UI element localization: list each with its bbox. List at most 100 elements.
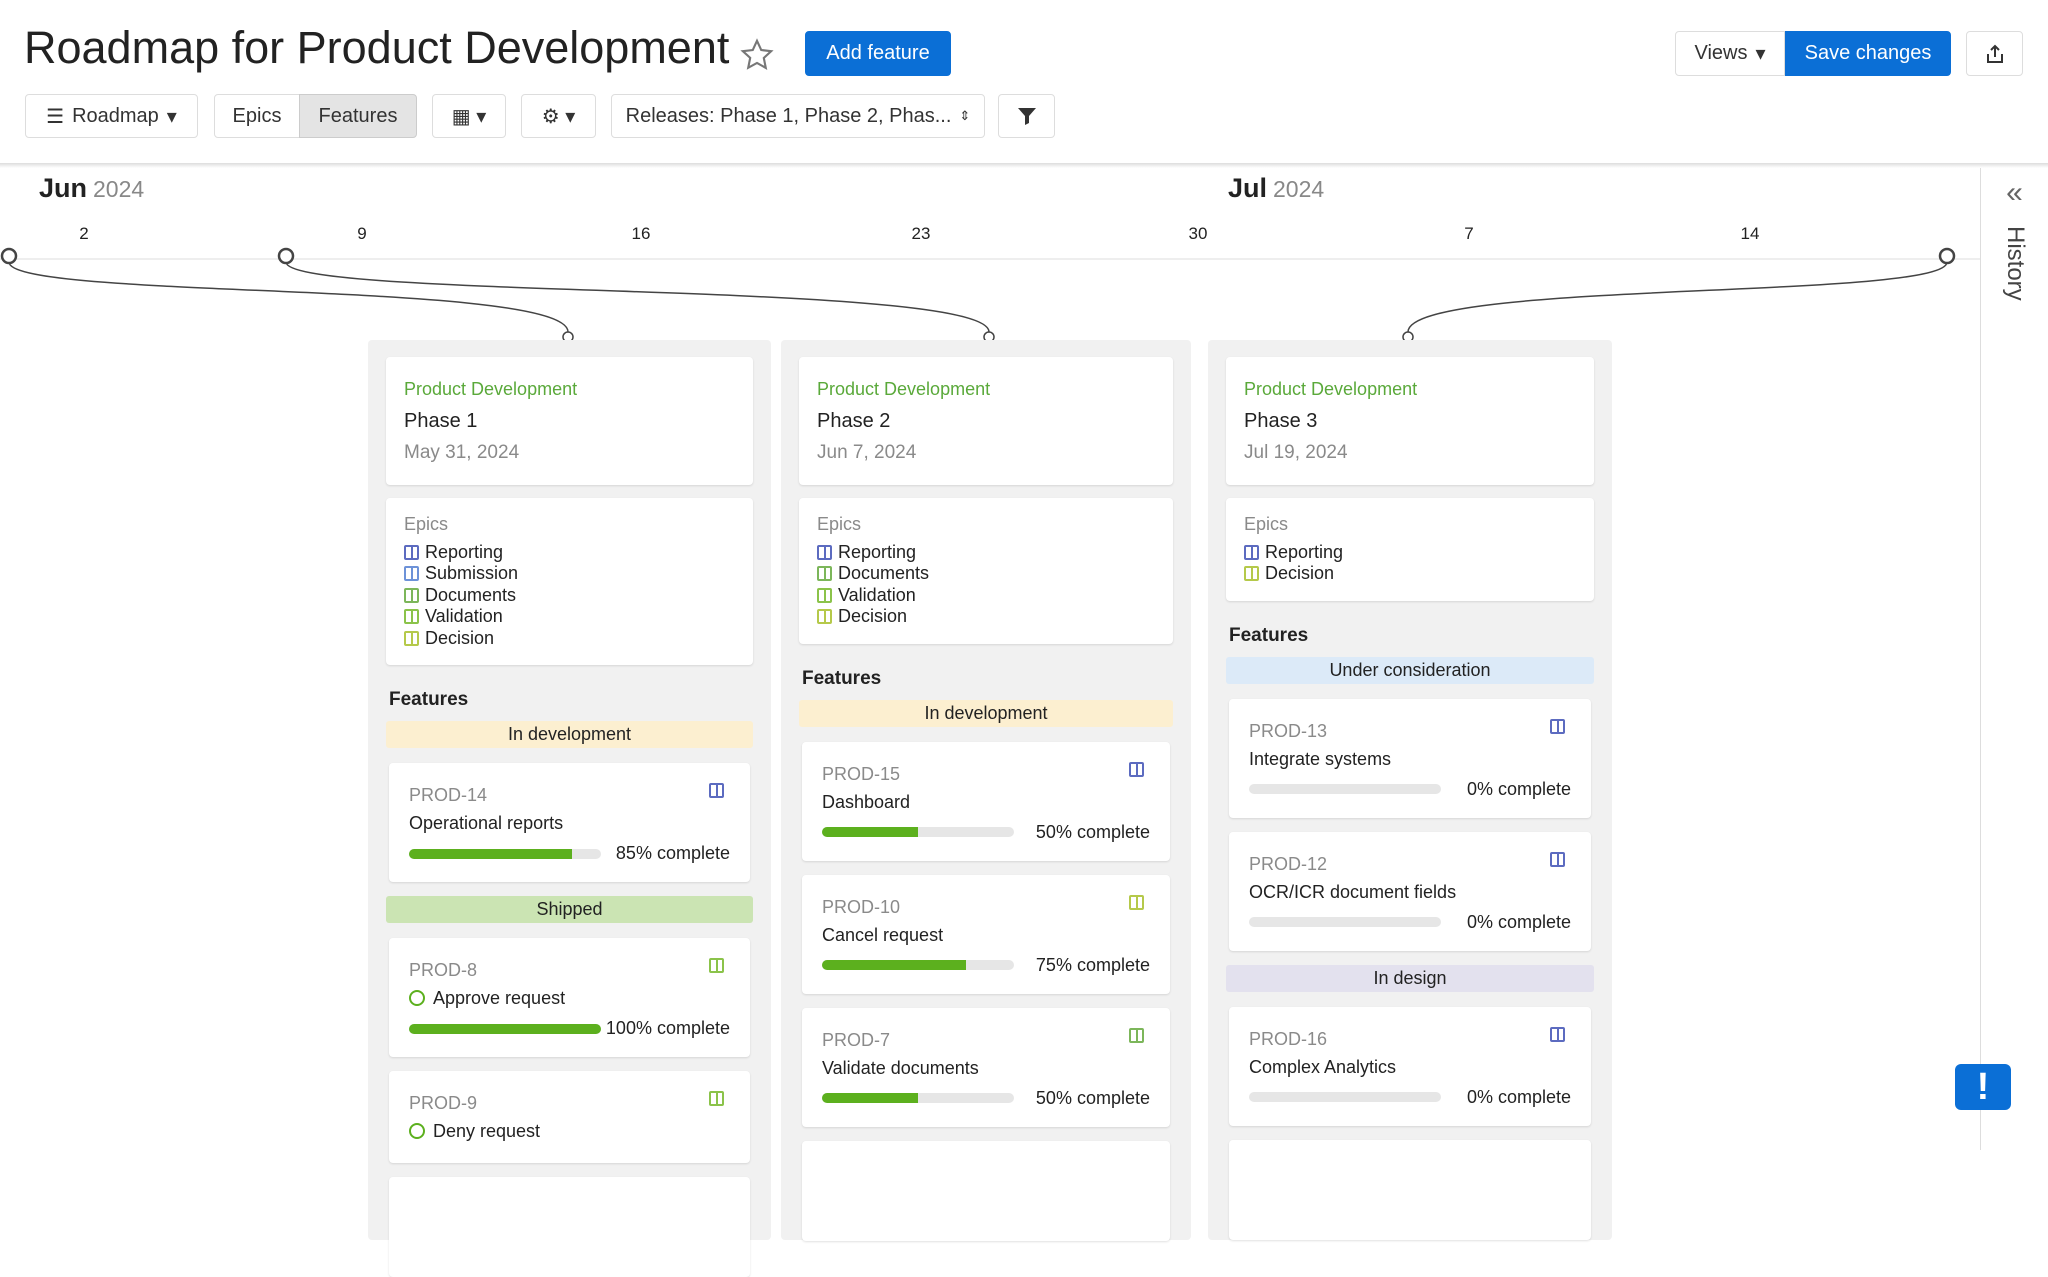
epic-icon bbox=[404, 544, 419, 560]
settings-dropdown[interactable]: ⚙ ▾ bbox=[521, 94, 596, 138]
progress-label: 0% complete bbox=[1466, 911, 1571, 932]
day-label: 16 bbox=[631, 224, 651, 243]
epic-icon bbox=[404, 566, 419, 581]
day-label: 30 bbox=[1188, 224, 1208, 243]
day-label: 14 bbox=[1740, 224, 1760, 243]
epic-row: Reporting bbox=[817, 542, 1155, 564]
history-label[interactable]: History bbox=[2002, 226, 2029, 301]
progress-label: 75% complete bbox=[1035, 954, 1150, 975]
roadmap-dropdown[interactable]: ☰ Roadmap ▾ bbox=[25, 94, 198, 138]
done-icon bbox=[409, 1123, 425, 1139]
divider bbox=[0, 163, 2048, 168]
epics-tab[interactable]: Epics bbox=[214, 94, 300, 138]
feature-card[interactable]: PROD-15 Dashboard 50% complete bbox=[802, 741, 1170, 861]
release-card: Product Development Phase 3 Jul 19, 2024 bbox=[1226, 357, 1594, 485]
epics-card: Epics Reporting Documents Validation Decisio… bbox=[799, 498, 1173, 644]
epic-row: Submission bbox=[404, 563, 735, 585]
add-feature-button[interactable]: Add feature bbox=[805, 31, 951, 76]
month-year: 2024 bbox=[93, 176, 145, 202]
feature-card[interactable]: PROD-16 Complex Analytics 0% complete bbox=[1229, 1006, 1591, 1126]
share-button[interactable] bbox=[1966, 31, 2023, 76]
feature-icon bbox=[709, 783, 724, 798]
calendar-dropdown[interactable]: ▦ ▾ bbox=[432, 94, 506, 138]
favorite-star[interactable] bbox=[740, 38, 774, 72]
feature-id: PROD-8 bbox=[409, 960, 478, 980]
feature-card[interactable]: PROD-12 OCR/ICR document fields 0% complet… bbox=[1229, 831, 1591, 951]
feature-card[interactable]: PROD-7 Validate documents 50% complete bbox=[802, 1007, 1170, 1127]
features-tab[interactable]: Features bbox=[299, 94, 417, 138]
epics-card: Epics Reporting Decision bbox=[1226, 498, 1594, 601]
feature-icon bbox=[1129, 761, 1144, 777]
progress-label: 85% complete bbox=[615, 843, 730, 863]
epic-icon bbox=[817, 609, 832, 624]
epic-row: Documents bbox=[817, 563, 1155, 585]
roadmap-label: Roadmap bbox=[72, 104, 159, 127]
release-column: Product Development Phase 3 Jul 19, 2024 Ep… bbox=[1208, 340, 1612, 1240]
progress-row: 100% complete bbox=[409, 1018, 730, 1039]
feature-icon bbox=[1550, 851, 1565, 867]
epic-row: Reporting bbox=[1244, 542, 1576, 564]
progress-track bbox=[822, 1093, 1014, 1103]
save-button[interactable]: Save changes bbox=[1785, 31, 1951, 76]
epic-row: Decision bbox=[1244, 563, 1576, 585]
progress-track bbox=[1249, 784, 1441, 794]
feature-name: Operational reports bbox=[409, 813, 564, 833]
feature-name: Approve request bbox=[433, 988, 566, 1008]
views-button[interactable]: Views ▾ bbox=[1675, 31, 1785, 76]
progress-row: 0% complete bbox=[1249, 1087, 1571, 1108]
epic-name: Reporting bbox=[425, 541, 504, 562]
feature-id: PROD-9 bbox=[409, 1093, 478, 1113]
feature-card[interactable]: PROD-13 Integrate systems 0% complete bbox=[1229, 698, 1591, 818]
feature-card[interactable]: PROD-14 Operational reports 85% complete bbox=[389, 763, 750, 882]
releases-select[interactable]: Releases: Phase 1, Phase 2, Phas... ⇕ bbox=[611, 94, 985, 138]
feature-card[interactable]: PROD-8 Approve request 100% complete bbox=[389, 938, 750, 1057]
features-heading: Features bbox=[802, 667, 882, 689]
release-name: Phase 2 bbox=[817, 410, 891, 432]
feature-id: PROD-13 bbox=[1249, 720, 1328, 741]
feature-name-row: OCR/ICR document fields bbox=[1249, 878, 1571, 906]
progress-track bbox=[409, 1023, 601, 1034]
progress-row: 50% complete bbox=[822, 1088, 1150, 1109]
release-group: Product Development bbox=[817, 379, 991, 399]
feature-name: Deny request bbox=[433, 1121, 541, 1141]
progress-row: 0% complete bbox=[1249, 912, 1571, 933]
progress-bar bbox=[822, 960, 966, 970]
epic-icon bbox=[1244, 544, 1259, 560]
collapse-icon[interactable]: « bbox=[2006, 176, 2023, 209]
epic-icon bbox=[1244, 566, 1259, 581]
feature-name-row: Deny request bbox=[409, 1117, 730, 1145]
feature-card[interactable]: PROD-10 Cancel request 75% complete bbox=[802, 874, 1170, 994]
page: Roadmap for Product Development Add feat… bbox=[0, 22, 2048, 1241]
feedback-button[interactable]: ! bbox=[1955, 1064, 2011, 1110]
epic-name: Documents bbox=[838, 563, 930, 583]
timeline-header: Jun 2024 Jul 2024 2 9 16 23 30 7 14 bbox=[0, 168, 1980, 260]
caret: ▾ bbox=[1755, 43, 1766, 65]
caret: ▾ bbox=[166, 105, 177, 128]
epic-name: Reporting bbox=[1265, 541, 1344, 562]
feature-id: PROD-15 bbox=[822, 763, 901, 784]
progress-bar bbox=[409, 848, 573, 859]
progress-track bbox=[822, 827, 1014, 837]
month-label: Jul 2024 bbox=[1228, 173, 1324, 204]
progress-row: 50% complete bbox=[822, 822, 1150, 843]
filter-button[interactable] bbox=[998, 94, 1055, 138]
epic-name: Validation bbox=[838, 584, 916, 605]
feature-card[interactable]: PROD-9 Deny request bbox=[389, 1071, 750, 1163]
status-bar: In development bbox=[386, 721, 753, 748]
status-bar: Under consideration bbox=[1226, 656, 1594, 684]
feature-name: OCR/ICR document fields bbox=[1249, 881, 1457, 902]
feature-id: PROD-14 bbox=[409, 785, 488, 805]
feature-icon bbox=[1129, 894, 1144, 910]
epic-name: Decision bbox=[1265, 563, 1335, 583]
feature-name: Complex Analytics bbox=[1249, 1056, 1397, 1077]
release-card: Product Development Phase 1 May 31, 2024 bbox=[386, 357, 753, 485]
epics-label: Epics bbox=[1244, 514, 1289, 534]
feature-name-row: Dashboard bbox=[822, 788, 1150, 816]
release-card: Product Development Phase 2 Jun 7, 2024 bbox=[799, 357, 1173, 485]
day-label: 9 bbox=[357, 224, 367, 243]
epics-card: Epics Reporting Submission Documents Validat… bbox=[386, 498, 753, 665]
feature-name-row: Complex Analytics bbox=[1249, 1053, 1571, 1081]
partial-card bbox=[802, 1140, 1170, 1241]
partial-card bbox=[1229, 1139, 1591, 1240]
release-column: Product Development Phase 1 May 31, 2024 Ep… bbox=[368, 340, 771, 1277]
